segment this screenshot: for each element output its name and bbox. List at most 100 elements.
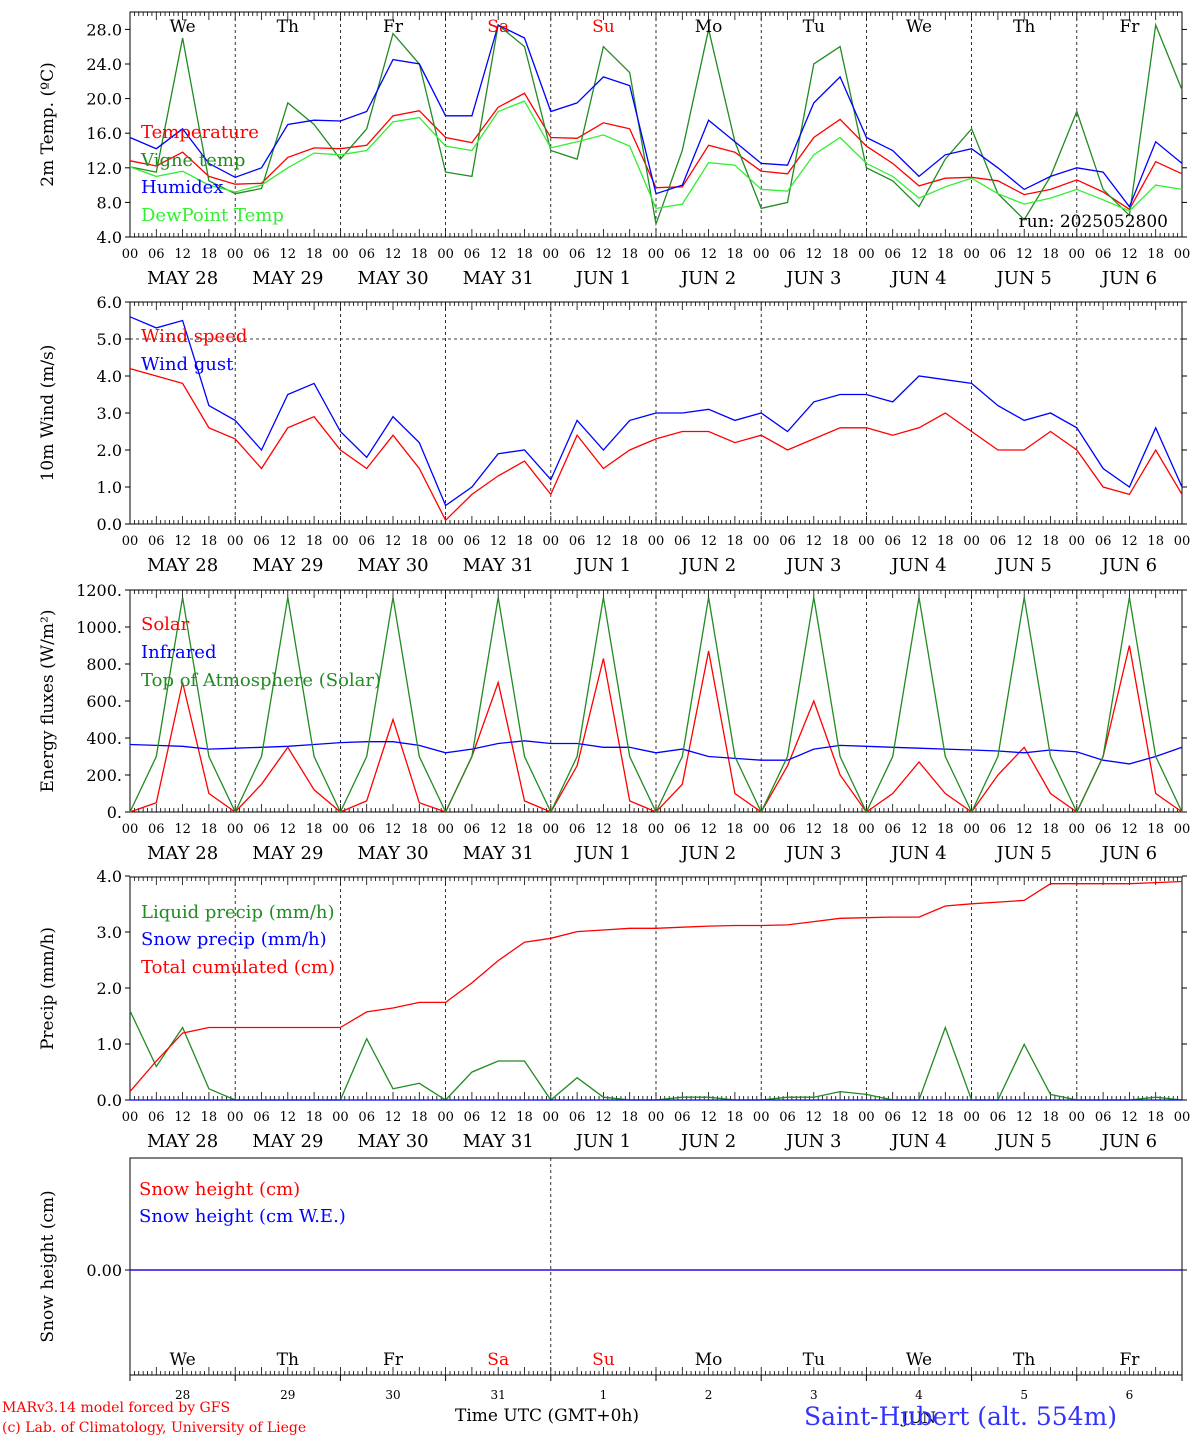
y-tick-label: 6.0: [97, 293, 122, 312]
hour-tick-label: 12: [911, 247, 928, 262]
hour-tick-label: 00: [1069, 822, 1086, 837]
hour-tick-label: 00: [753, 1110, 770, 1125]
hour-tick-label: 06: [779, 247, 796, 262]
hour-tick-label: 06: [1095, 534, 1112, 549]
weekday-label: Fr: [383, 17, 404, 37]
hour-tick-label: 18: [832, 1110, 849, 1125]
date-label: MAY 29: [252, 555, 323, 576]
hour-tick-label: 06: [253, 534, 270, 549]
hour-tick-label: 06: [464, 822, 481, 837]
hour-tick-label: 06: [884, 534, 901, 549]
hour-tick-label: 12: [280, 534, 297, 549]
hour-tick-label: 06: [674, 1110, 691, 1125]
weekday-label-bottom: Fr: [1119, 1350, 1140, 1370]
hour-tick-label: 18: [727, 822, 744, 837]
date-label: MAY 28: [147, 1131, 218, 1152]
hour-tick-label: 12: [911, 534, 928, 549]
weekday-label-bottom: Th: [1013, 1350, 1035, 1370]
hour-tick-label: 06: [358, 822, 375, 837]
hour-tick-label: 00: [1174, 247, 1191, 262]
day-number: 31: [491, 1388, 506, 1402]
date-label: MAY 28: [147, 555, 218, 576]
y-tick-label: 4.0: [97, 367, 122, 386]
y-tick-label: 12.0: [86, 159, 122, 178]
series-line-wind-gust: [129, 316, 1183, 507]
hour-tick-label: 06: [1095, 822, 1112, 837]
day-number: 30: [385, 1388, 400, 1402]
y-tick-label: 3.0: [97, 923, 122, 942]
station-name: Saint-Hubert (alt. 554m): [804, 1402, 1118, 1431]
date-label: MAY 28: [147, 843, 218, 864]
hour-tick-label: 00: [437, 1110, 454, 1125]
hour-tick-label: 12: [1016, 1110, 1033, 1125]
hour-tick-label: 06: [569, 534, 586, 549]
hour-tick-label: 18: [1147, 534, 1164, 549]
date-label: JUN 3: [784, 1131, 841, 1152]
y-tick-label: 1000.: [76, 618, 122, 637]
legend-entry: Snow height (cm): [139, 1179, 300, 1200]
hour-tick-label: 06: [148, 247, 165, 262]
hour-tick-label: 06: [884, 1110, 901, 1125]
series-line-temperature: [129, 92, 1183, 211]
date-label: JUN 3: [784, 268, 841, 289]
y-tick-label: 600.: [86, 692, 122, 711]
hour-tick-label: 00: [543, 822, 560, 837]
hour-tick-label: 18: [411, 247, 428, 262]
hour-tick-label: 12: [280, 1110, 297, 1125]
date-label: MAY 30: [357, 1131, 428, 1152]
date-label: MAY 30: [357, 555, 428, 576]
y-tick-label: 0.00: [86, 1261, 122, 1280]
hour-tick-label: 18: [201, 247, 218, 262]
y-tick-label: 5.0: [97, 330, 122, 349]
weekday-label-bottom: We: [170, 1350, 196, 1370]
date-label: MAY 29: [252, 1131, 323, 1152]
hour-tick-label: 06: [253, 247, 270, 262]
legend-entry: Solar: [141, 614, 190, 635]
hour-tick-label: 06: [990, 822, 1007, 837]
date-label: MAY 31: [463, 1131, 534, 1152]
day-number: 4: [915, 1388, 923, 1402]
hour-tick-label: 06: [990, 247, 1007, 262]
credit-line-lab: (c) Lab. of Climatology, University of L…: [2, 1420, 307, 1436]
y-tick-label: 0.: [107, 803, 122, 822]
series-line-top-of-atmosphere-solar-: [129, 597, 1183, 814]
hour-tick-label: 00: [648, 247, 665, 262]
series-line-wind-speed: [129, 367, 1183, 522]
hour-tick-label: 00: [1174, 822, 1191, 837]
date-label: MAY 28: [147, 268, 218, 289]
hour-tick-label: 18: [621, 1110, 638, 1125]
hour-tick-label: 00: [227, 1110, 244, 1125]
x-axis-title: Time UTC (GMT+0h): [455, 1406, 640, 1426]
date-label: MAY 29: [252, 843, 323, 864]
hour-tick-label: 18: [621, 534, 638, 549]
hour-tick-label: 00: [648, 822, 665, 837]
date-label: JUN 2: [679, 555, 736, 576]
hour-tick-label: 06: [1095, 247, 1112, 262]
hour-tick-label: 06: [358, 1110, 375, 1125]
hour-tick-label: 00: [648, 534, 665, 549]
hour-tick-label: 00: [963, 822, 980, 837]
hour-tick-label: 12: [806, 534, 823, 549]
weekday-label: Th: [1013, 17, 1035, 37]
weekday-label: Su: [592, 17, 615, 37]
y-axis-title: Precip (mm/h): [38, 927, 58, 1050]
hour-tick-label: 18: [1147, 1110, 1164, 1125]
y-tick-label: 2.0: [97, 979, 122, 998]
hour-tick-label: 12: [1121, 534, 1138, 549]
hour-tick-label: 18: [411, 534, 428, 549]
legend-entry: Temperature: [141, 122, 259, 143]
series-line-liquid-precip-mm-h-: [129, 1010, 1183, 1101]
y-tick-label: 3.0: [97, 404, 122, 423]
hour-tick-label: 12: [911, 1110, 928, 1125]
legend-entry: Infrared: [141, 642, 216, 663]
date-label: JUN 1: [574, 1131, 631, 1152]
hour-tick-label: 18: [411, 1110, 428, 1125]
hour-tick-label: 18: [937, 247, 954, 262]
series-line-infrared: [129, 740, 1183, 765]
hour-tick-label: 12: [174, 247, 191, 262]
hour-tick-label: 12: [385, 534, 402, 549]
hour-tick-label: 00: [332, 822, 349, 837]
hour-tick-label: 06: [253, 822, 270, 837]
hour-tick-label: 06: [148, 534, 165, 549]
hour-tick-label: 00: [1069, 534, 1086, 549]
